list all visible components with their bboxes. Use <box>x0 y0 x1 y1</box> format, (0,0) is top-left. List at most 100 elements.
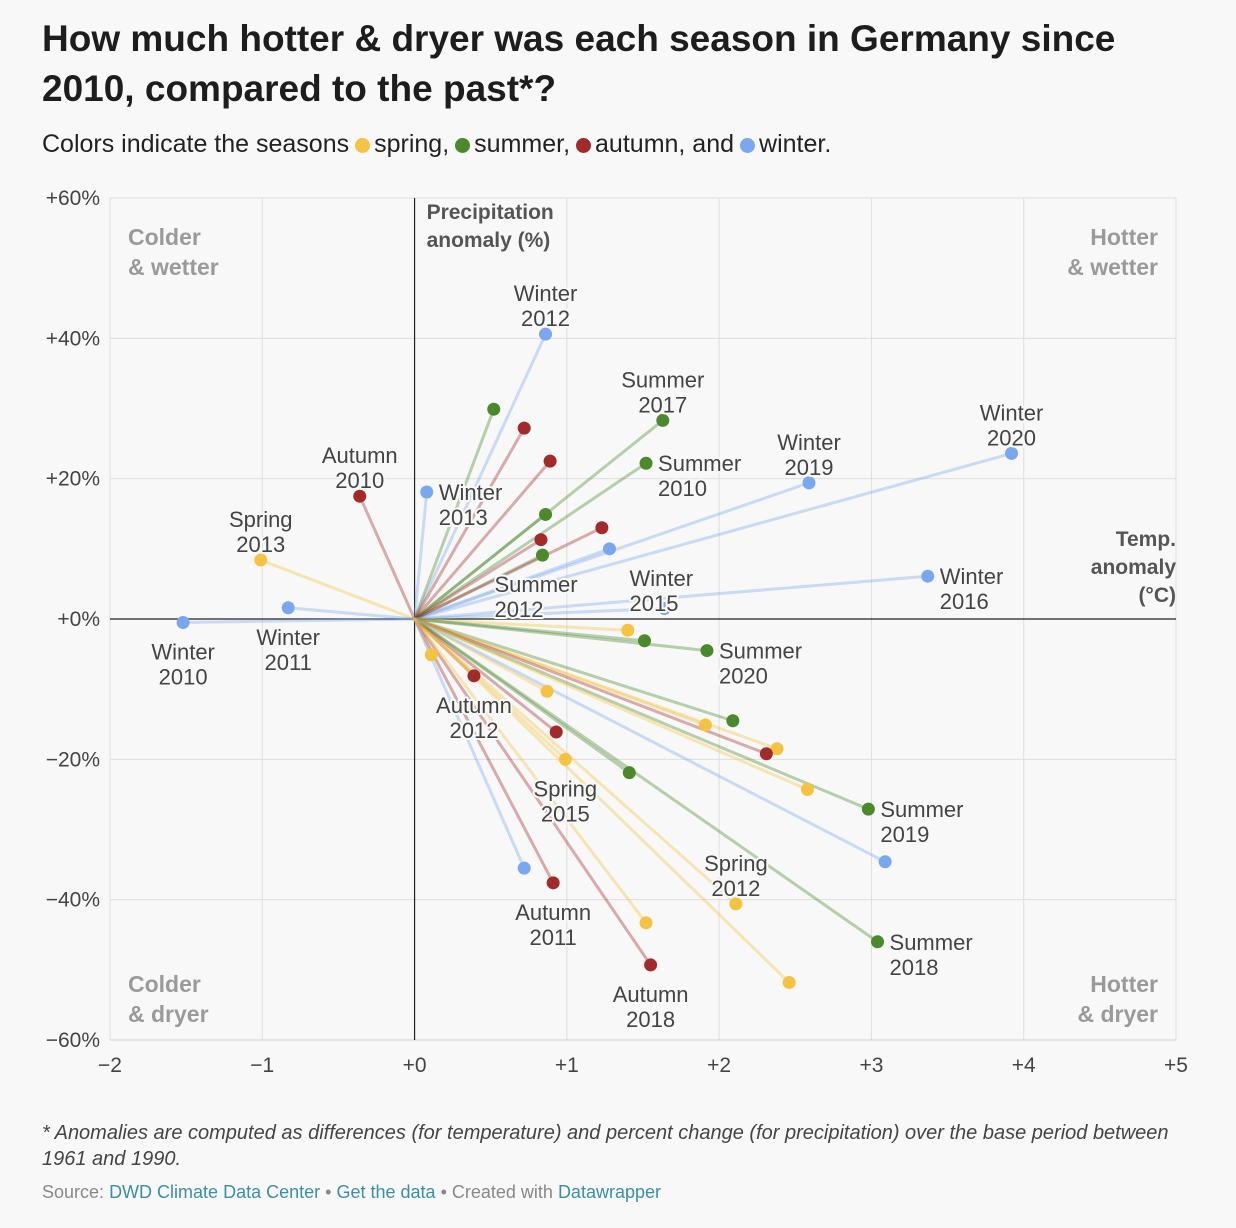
winter-point <box>921 569 935 583</box>
winter-line <box>413 490 429 621</box>
spring-point <box>540 684 554 698</box>
y-tick-label: +40% <box>46 327 100 350</box>
summer-line <box>413 617 631 775</box>
label-summer-2010: Summer 2010 <box>658 451 741 501</box>
winter-point <box>281 601 295 615</box>
point-labels: Winter 2012 Summer 2017 Winter 2020 Winter 2019… <box>149 279 1045 1034</box>
quadrant-hotter-wetter: Hotter & wetter <box>1067 224 1158 280</box>
origin-lines <box>181 332 1014 984</box>
autumn-line <box>413 526 604 621</box>
label-winter-2020: Winter 2020 <box>980 400 1044 450</box>
autumn-point <box>534 533 548 547</box>
source-provider-link[interactable]: DWD Climate Data Center <box>109 1182 321 1202</box>
spring-point <box>424 648 438 662</box>
winter-point <box>802 476 816 490</box>
label-summer-2012: Summer 2012 <box>494 572 577 622</box>
source-line: Source: DWD Climate Data Center • Get th… <box>42 1182 661 1203</box>
winter-line <box>413 451 1014 621</box>
autumn-line <box>413 617 558 734</box>
summer-line <box>413 553 544 621</box>
label-winter-2010: Winter 2010 <box>151 640 215 690</box>
summer-point <box>487 402 501 416</box>
summer-line <box>413 617 880 944</box>
autumn-line <box>413 459 552 621</box>
autumn-point <box>644 958 658 972</box>
winter-point <box>602 542 616 556</box>
label-winter-2012: Winter 2012 <box>514 281 578 331</box>
subtitle-prefix: Colors indicate the seasons <box>42 130 350 158</box>
label-autumn-2011: Autumn 2011 <box>515 900 591 950</box>
x-tick-label: +4 <box>1012 1054 1036 1077</box>
summer-line <box>413 617 735 723</box>
autumn-line <box>413 538 543 621</box>
winter-line <box>413 574 930 621</box>
y-axis-title: Precipitation anomaly (%) <box>427 201 554 252</box>
label-summer-2017: Summer 2017 <box>621 367 704 417</box>
summer-line <box>413 512 548 621</box>
y-tick-label: −40% <box>46 889 100 912</box>
label-spring-2013: Spring 2013 <box>229 507 293 557</box>
winter-line <box>286 606 417 621</box>
summer-line <box>413 407 496 621</box>
get-data-link[interactable]: Get the data <box>336 1182 436 1202</box>
winter-point <box>517 861 531 875</box>
spring-line <box>413 617 433 657</box>
autumn-point <box>353 489 367 503</box>
summer-point <box>656 413 670 427</box>
legend-autumn: autumn, and <box>595 130 735 158</box>
spring-line <box>259 558 417 621</box>
autumn-line <box>413 617 476 678</box>
chart-subtitle: Colors indicate the seasons spring, summer… <box>42 130 831 159</box>
label-winter-2016: Winter 2016 <box>940 564 1004 614</box>
autumn-point <box>595 521 609 535</box>
winter-point <box>539 327 553 341</box>
legend-winter: winter. <box>759 130 832 158</box>
label-autumn-2018: Autumn 2018 <box>613 982 689 1032</box>
scatter-chart: Colder & wetter Hotter & wetter Colder & drye… <box>46 187 1188 1077</box>
datawrapper-link[interactable]: Datawrapper <box>557 1182 661 1202</box>
winter-line <box>413 332 548 621</box>
y-tick-label: −60% <box>46 1029 100 1052</box>
spring-point <box>729 897 743 911</box>
spring-point <box>770 742 784 756</box>
summer-line <box>413 461 648 621</box>
label-autumn-2010: Autumn 2010 <box>322 443 398 493</box>
label-summer-2019: Summer 2019 <box>880 797 963 847</box>
x-tick-label: +5 <box>1164 1054 1188 1077</box>
label-winter-2015: Winter 2015 <box>629 566 693 616</box>
summer-point <box>726 714 740 728</box>
autumn-line <box>413 617 653 967</box>
spring-legend-dot <box>355 138 371 153</box>
summer-point <box>622 766 636 780</box>
legend-spring: spring, <box>374 130 450 158</box>
autumn-line <box>413 617 555 885</box>
data-points <box>176 327 1019 989</box>
source-prefix: Source: <box>42 1182 105 1202</box>
y-tick-label: +60% <box>46 187 100 210</box>
winter-legend-dot <box>740 138 756 153</box>
summer-legend-dot <box>455 138 471 153</box>
winter-line <box>413 547 611 621</box>
legend-summer: summer, <box>474 130 571 158</box>
created-with-text: • Created with <box>440 1182 553 1202</box>
summer-line <box>413 617 709 653</box>
spring-line <box>413 617 567 761</box>
winter-point <box>1005 446 1019 460</box>
summer-point <box>700 644 714 658</box>
winter-line <box>413 606 666 621</box>
summer-line <box>413 617 647 643</box>
label-summer-2018: Summer 2018 <box>890 930 973 980</box>
label-winter-2011: Winter 2011 <box>256 625 320 675</box>
source-separator: • <box>325 1182 332 1202</box>
winter-line <box>181 617 417 625</box>
spring-line <box>413 617 779 751</box>
spring-point <box>800 783 814 797</box>
winter-point <box>657 601 671 615</box>
footnote: * Anomalies are computed as differences … <box>42 1122 1169 1170</box>
y-tick-label: −20% <box>46 748 100 771</box>
autumn-line <box>358 494 417 621</box>
quadrant-colder-wetter: Colder & wetter <box>128 224 219 280</box>
summer-point <box>639 456 653 470</box>
summer-point <box>861 802 875 816</box>
label-winter-2019: Winter 2019 <box>777 430 841 480</box>
